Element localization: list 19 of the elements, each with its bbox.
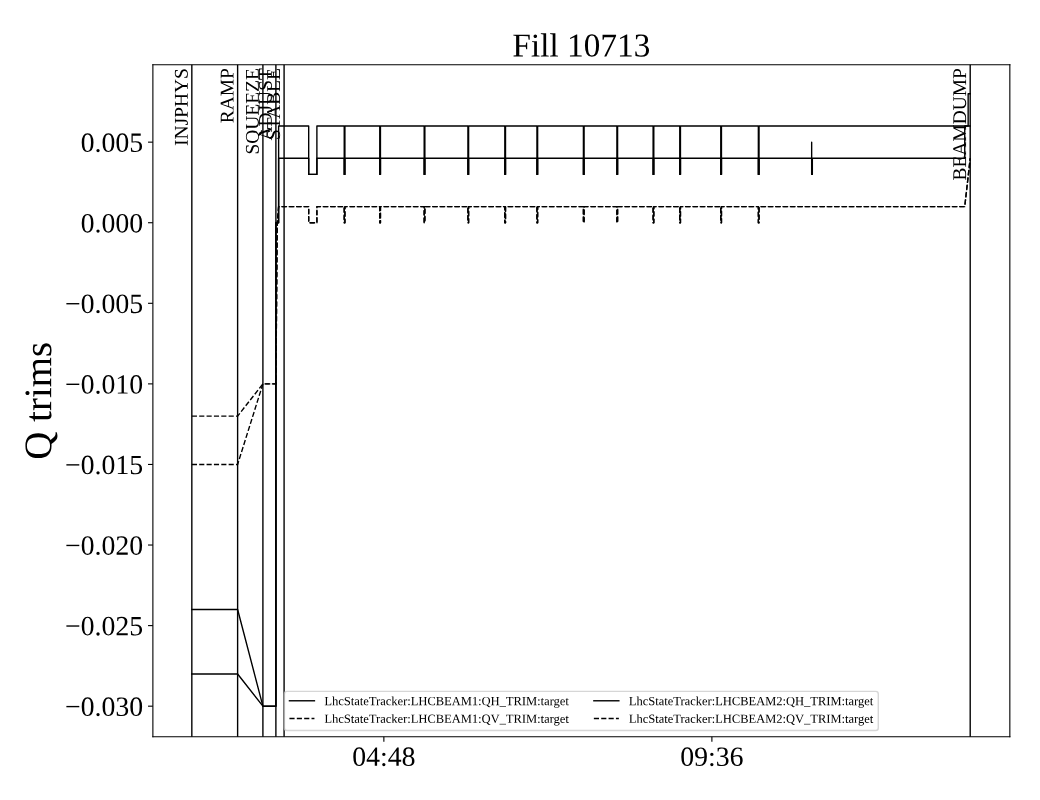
ref-line-label: RAMP	[220, 68, 234, 123]
y-tick-label: −0.020	[66, 536, 143, 556]
legend-label: LhcStateTracker:LHCBEAM2:QH_TRIM:target	[629, 696, 874, 708]
x-tick-label: 04:48	[353, 747, 415, 767]
y-tick-label: −0.005	[66, 294, 143, 314]
y-tick-label: 0.005	[81, 133, 143, 153]
legend-label: LhcStateTracker:LHCBEAM1:QH_TRIM:target	[324, 696, 569, 708]
y-tick-label: 0.000	[81, 213, 143, 233]
y-tick-label: −0.010	[66, 375, 143, 394]
legend-label: LhcStateTracker:LHCBEAM1:QV_TRIM:target	[324, 714, 569, 726]
ref-line-label: INJPHYS	[174, 69, 188, 146]
y-tick-label: −0.015	[66, 455, 143, 475]
x-tick-label: 09:36	[681, 747, 743, 767]
y-tick-label: −0.030	[66, 697, 143, 717]
chart-title: Fill 10713	[513, 33, 650, 57]
y-tick-label: −0.025	[66, 616, 143, 636]
legend-label: LhcStateTracker:LHCBEAM2:QV_TRIM:target	[629, 714, 874, 726]
ref-line-label: BEAMDUMP	[953, 68, 967, 180]
y-axis-title: Q trims	[25, 343, 58, 459]
